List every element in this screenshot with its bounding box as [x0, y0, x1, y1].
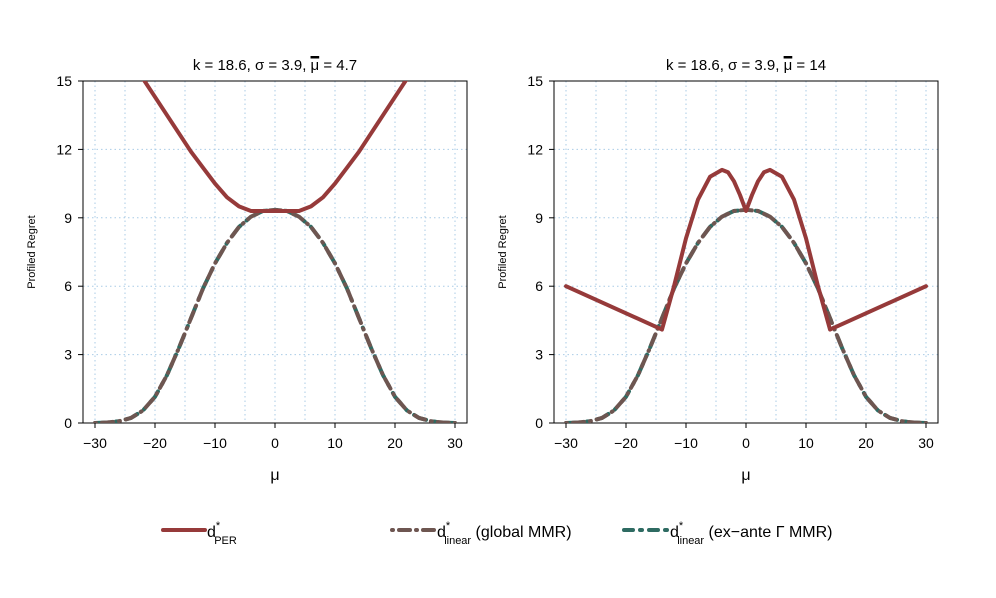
x-tick-label: 30 [918, 435, 934, 451]
y-tick-label: 15 [56, 73, 72, 89]
x-tick-label: 10 [798, 435, 814, 451]
y-tick-label: 12 [56, 141, 72, 157]
x-axis-label: μ [270, 467, 279, 484]
legend-label-exante: d* linear (ex−ante Γ MMR) [670, 520, 833, 547]
y-tick-label: 3 [64, 347, 72, 363]
legend-sup: * [216, 520, 221, 532]
y-tick-label: 6 [535, 278, 543, 294]
y-tick-label: 0 [64, 415, 72, 431]
chart-title-prefix: k = 18.6, σ = 3.9, [193, 57, 311, 74]
series-line-per [142, 81, 408, 213]
legend: d* PER d* linear (global MMR) d* linear (ex−a… [161, 520, 833, 547]
y-tick-label: 3 [535, 347, 543, 363]
legend-label-global: d* linear (global MMR) [437, 520, 572, 547]
legend-main: d [670, 524, 679, 541]
x-tick-label: 30 [447, 435, 463, 451]
chart-title: k = 18.6, σ = 3.9, μ = 14 [666, 57, 826, 74]
series-line-per [564, 167, 928, 332]
x-tick-label: −20 [143, 435, 167, 451]
legend-extra: (ex−ante Γ MMR) [704, 524, 832, 541]
legend-main: d [207, 524, 216, 541]
legend-sup: * [679, 520, 684, 532]
chart-title-prefix: k = 18.6, σ = 3.9, [666, 57, 784, 74]
y-tick-label: 15 [527, 73, 543, 89]
legend-sub: linear [444, 535, 471, 547]
legend-extra: (global MMR) [471, 524, 571, 541]
x-tick-label: 10 [327, 435, 343, 451]
y-tick-label: 9 [535, 210, 543, 226]
y-axis-label: Profiled Regret [497, 215, 509, 288]
chart-panel-1: −30 −20 −10 0 10 20 30 0 3 6 9 12 15 μ Profiled Regret… [26, 57, 468, 484]
legend-label-per: d* PER [207, 520, 237, 547]
legend-sub: linear [677, 535, 704, 547]
y-tick-label: 12 [527, 141, 543, 157]
x-tick-label: −30 [83, 435, 107, 451]
y-tick-label: 9 [64, 210, 72, 226]
x-tick-label: 20 [387, 435, 403, 451]
y-axis-label: Profiled Regret [26, 215, 38, 288]
chart-title-mu: μ [784, 57, 793, 74]
x-tick-label: −10 [203, 435, 227, 451]
legend-sub: PER [214, 535, 237, 547]
chart-title-suffix: = 14 [792, 57, 826, 74]
legend-sup: * [446, 520, 451, 532]
chart-panel-2: −30 −20 −10 0 10 20 30 0 3 6 9 12 15 μ Profiled Regret… [497, 57, 939, 484]
chart-title-mu: μ [311, 57, 320, 74]
x-tick-label: −30 [554, 435, 578, 451]
chart-title-suffix: = 4.7 [319, 57, 357, 74]
y-tick-label: 0 [535, 415, 543, 431]
x-tick-label: −10 [674, 435, 698, 451]
x-tick-label: 20 [858, 435, 874, 451]
x-axis-label: μ [741, 467, 750, 484]
x-tick-label: 0 [271, 435, 279, 451]
legend-main: d [437, 524, 446, 541]
chart-title: k = 18.6, σ = 3.9, μ = 4.7 [193, 57, 357, 74]
x-tick-label: −20 [614, 435, 638, 451]
x-tick-label: 0 [742, 435, 750, 451]
y-tick-label: 6 [64, 278, 72, 294]
